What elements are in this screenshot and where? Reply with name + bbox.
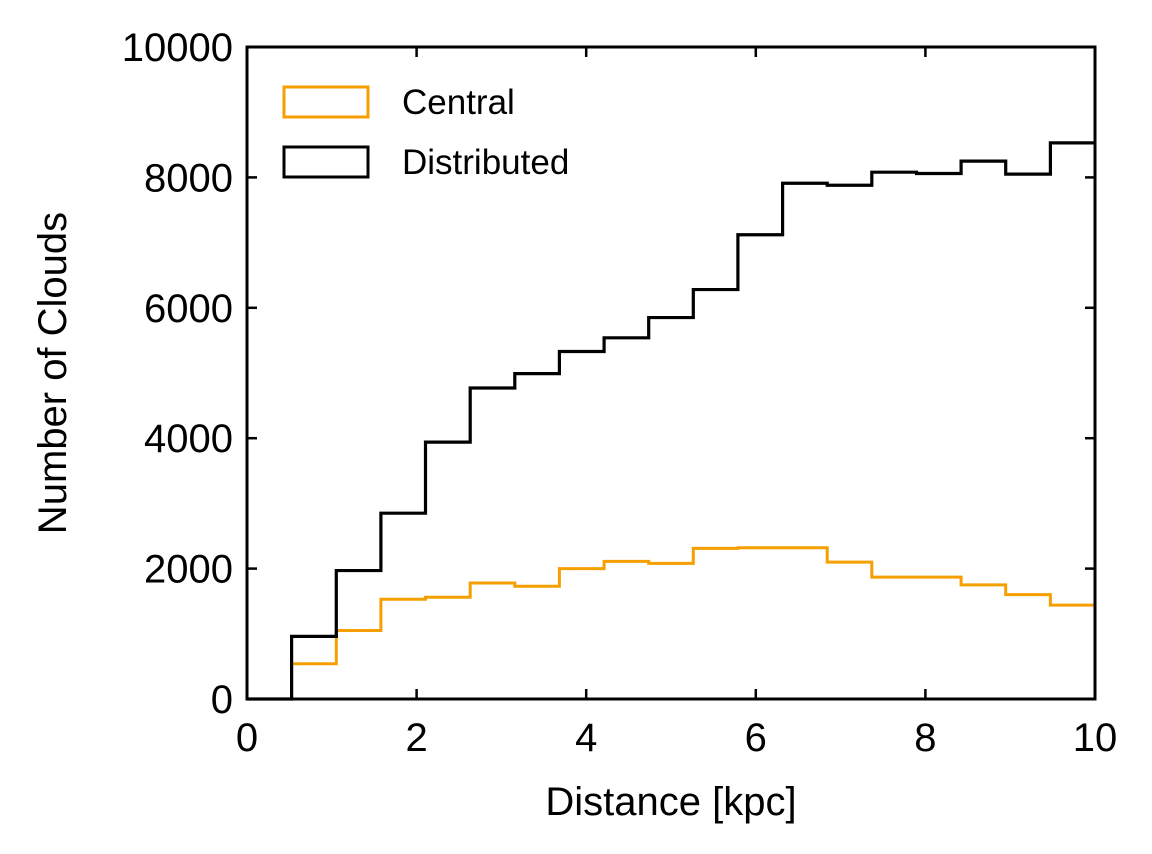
y-tick-label: 2000	[144, 548, 233, 592]
x-tick-label: 2	[405, 716, 427, 760]
y-axis-title: Number of Clouds	[31, 212, 75, 534]
x-tick-label: 8	[914, 716, 936, 760]
x-tick-label: 10	[1073, 716, 1118, 760]
x-tick-labels: 0 2 4 6 8 10	[236, 716, 1117, 760]
x-tick-label: 0	[236, 716, 258, 760]
legend-swatch-central	[282, 85, 370, 119]
y-tick-labels: 0 2000 4000 6000 8000 10000	[122, 26, 233, 722]
y-tick-label: 4000	[144, 417, 233, 461]
ticks-layer	[245, 45, 1097, 701]
plot-frame	[245, 45, 1097, 701]
series-central-step-line	[247, 546, 1095, 701]
legend: Central Distributed	[282, 83, 569, 182]
y-tick-label: 0	[211, 678, 233, 722]
series-distributed-step-line	[247, 141, 1095, 701]
x-axis-title: Distance [kpc]	[545, 780, 796, 824]
series-layer	[247, 141, 1095, 701]
y-tick-label: 8000	[144, 156, 233, 200]
legend-swatch-distributed	[282, 145, 370, 179]
y-tick-label: 10000	[122, 26, 233, 70]
legend-label-distributed: Distributed	[402, 143, 569, 182]
x-tick-label: 4	[575, 716, 597, 760]
legend-label-central: Central	[402, 83, 515, 122]
x-tick-label: 6	[745, 716, 767, 760]
y-tick-label: 6000	[144, 287, 233, 331]
